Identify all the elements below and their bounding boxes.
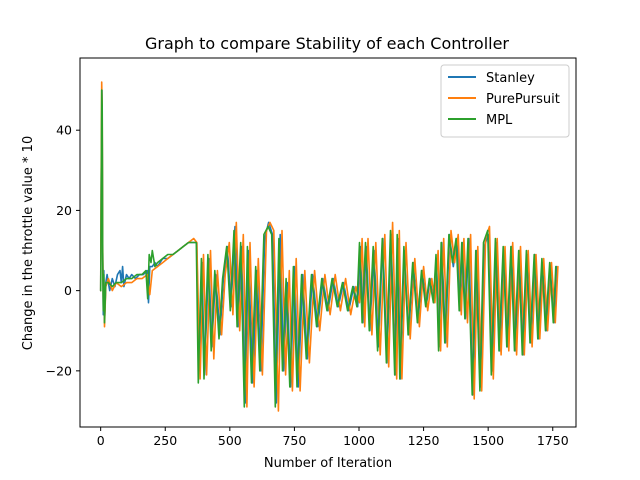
axes-layer: 0 250 500 750 1000 1250 1500 1750 −20 0 20 40 bbox=[46, 57, 577, 448]
plot-frame bbox=[79, 57, 577, 428]
x-tick-label: 500 bbox=[218, 433, 242, 448]
y-tick-label: 20 bbox=[56, 203, 72, 218]
y-axis-label: Change in the throttle value * 10 bbox=[21, 136, 36, 350]
x-tick-label: 750 bbox=[282, 433, 306, 448]
series-line-mpl bbox=[99, 89, 557, 408]
series-layer bbox=[99, 81, 559, 412]
x-tick-label: 0 bbox=[97, 433, 105, 448]
legend-label-stanley: Stanley bbox=[486, 71, 535, 86]
x-tick-label: 1250 bbox=[408, 433, 440, 448]
x-axis-label: Number of Iteration bbox=[264, 456, 392, 471]
x-tick-label: 250 bbox=[153, 433, 177, 448]
x-tick-label: 1500 bbox=[472, 433, 504, 448]
y-tick-label: 40 bbox=[56, 123, 72, 138]
x-tick-label: 1000 bbox=[343, 433, 375, 448]
legend-label-purepursuit: PurePursuit bbox=[486, 92, 560, 107]
legend: Stanley PurePursuit MPL bbox=[440, 64, 570, 138]
x-tick-label: 1750 bbox=[537, 433, 569, 448]
y-tick-label: −20 bbox=[46, 363, 72, 378]
y-tick-label: 0 bbox=[64, 283, 72, 298]
legend-label-mpl: MPL bbox=[486, 113, 513, 128]
chart-title: Graph to compare Stability of each Contr… bbox=[145, 34, 509, 53]
